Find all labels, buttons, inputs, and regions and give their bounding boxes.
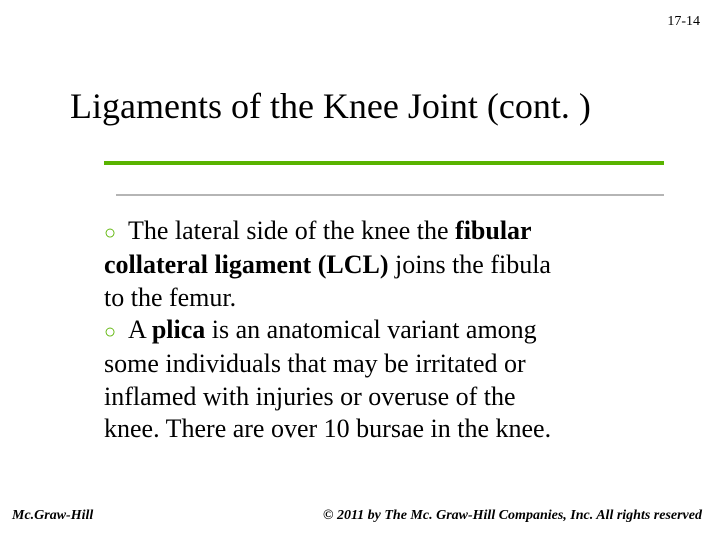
bullet-content: The lateral side of the knee the fibular bbox=[128, 215, 656, 248]
accent-bar bbox=[104, 161, 664, 165]
bullet-icon: ○ bbox=[104, 314, 128, 348]
text-span: The lateral side of the knee the bbox=[128, 216, 455, 245]
bold-text: fibular bbox=[455, 216, 532, 245]
slide: 17-14 Ligaments of the Knee Joint (cont.… bbox=[0, 0, 720, 540]
bullet-item: ○ The lateral side of the knee the fibul… bbox=[104, 215, 656, 249]
page-number: 17-14 bbox=[667, 14, 700, 30]
text-line: inflamed with injuries or overuse of the bbox=[104, 381, 656, 414]
text-span: A bbox=[128, 315, 152, 344]
bold-text: plica bbox=[152, 315, 212, 344]
text-span: joins the fibula bbox=[395, 250, 551, 279]
text-span: is an anatomical variant among bbox=[212, 315, 537, 344]
bullet-content: A plica is an anatomical variant among bbox=[128, 314, 656, 347]
footer-publisher: Mc.Graw-Hill bbox=[12, 508, 93, 524]
text-line: knee. There are over 10 bursae in the kn… bbox=[104, 413, 656, 446]
shadow-line bbox=[116, 194, 664, 196]
body-text: ○ The lateral side of the knee the fibul… bbox=[104, 215, 656, 446]
bullet-icon: ○ bbox=[104, 215, 128, 249]
text-line: collateral ligament (LCL) joins the fibu… bbox=[104, 249, 656, 282]
bullet-item: ○ A plica is an anatomical variant among bbox=[104, 314, 656, 348]
text-line: some individuals that may be irritated o… bbox=[104, 348, 656, 381]
bold-text: collateral ligament (LCL) bbox=[104, 250, 395, 279]
footer-copyright: © 2011 by The Mc. Graw-Hill Companies, I… bbox=[323, 508, 702, 524]
text-line: to the femur. bbox=[104, 282, 656, 315]
slide-title: Ligaments of the Knee Joint (cont. ) bbox=[70, 85, 650, 127]
